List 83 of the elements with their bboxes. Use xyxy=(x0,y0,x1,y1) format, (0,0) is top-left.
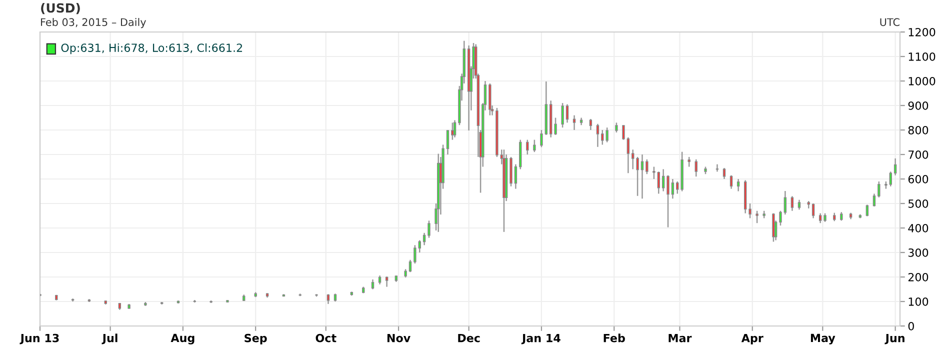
candlestick xyxy=(566,104,569,124)
candlestick xyxy=(748,202,752,219)
y-tick-label: 200 xyxy=(908,272,928,282)
x-tick-label: Jul xyxy=(102,334,118,344)
candlestick xyxy=(662,168,665,192)
candlestick xyxy=(408,259,412,273)
candlestick xyxy=(671,178,674,200)
x-tick-label: Oct xyxy=(316,334,336,342)
candlestick xyxy=(818,212,822,224)
candlestick xyxy=(652,166,656,180)
candlestick xyxy=(657,171,660,194)
x-tick-label: Aug xyxy=(170,334,194,344)
y-tick-label: 400 xyxy=(908,224,928,232)
y-tick-label: 300 xyxy=(908,248,928,257)
candlestick xyxy=(572,114,576,131)
candlestick xyxy=(722,167,726,180)
y-tick-label: 700 xyxy=(908,150,928,159)
candlestick xyxy=(540,129,543,148)
candlestick xyxy=(615,122,618,134)
candlestick xyxy=(451,122,454,140)
x-tick-label: Jun xyxy=(884,334,904,344)
x-tick-label: Jan 14 xyxy=(521,334,560,344)
y-tick-label: 600 xyxy=(908,174,928,184)
candlestick xyxy=(385,276,388,288)
x-tick-label: Apr xyxy=(741,334,764,344)
y-tick-label: 500 xyxy=(908,199,928,208)
y-tick-label: 800 xyxy=(908,126,928,134)
y-tick-label: 100 xyxy=(908,297,928,306)
annotation: Op:631, Hi:678, Lo:613, Cl:661.2 xyxy=(61,43,242,54)
candlestick xyxy=(422,232,426,246)
candlestick xyxy=(666,174,670,228)
candlestick xyxy=(626,136,630,174)
candlestick xyxy=(889,171,892,187)
candlestick xyxy=(418,240,421,254)
x-tick-label: Dec xyxy=(458,334,480,342)
candlestick xyxy=(716,164,719,172)
candlestick xyxy=(371,278,374,290)
text: UTC xyxy=(880,18,900,26)
candlestick xyxy=(632,148,634,170)
candlestick xyxy=(790,196,794,212)
candlestick xyxy=(428,220,430,238)
candlestick xyxy=(589,118,592,131)
candlestick xyxy=(798,199,801,210)
candlestick xyxy=(736,178,740,192)
x-tick-label: Mar xyxy=(668,334,692,342)
candlestick xyxy=(730,174,733,190)
candlestick xyxy=(872,193,876,208)
x-tick-label: Nov xyxy=(387,334,410,342)
y-tick-label: 1100 xyxy=(908,52,936,61)
candlestick xyxy=(636,156,639,197)
candlestick xyxy=(640,154,644,200)
candlestick xyxy=(414,244,416,264)
candlestick xyxy=(779,210,782,226)
x-tick-label: May xyxy=(810,334,836,344)
candlestick xyxy=(772,212,775,242)
candlestick xyxy=(326,294,330,305)
candlestick xyxy=(676,180,679,194)
candlestick xyxy=(812,202,815,219)
candlestick xyxy=(622,124,625,140)
y-tick-label: 1000 xyxy=(908,76,936,86)
candlestick xyxy=(554,117,557,136)
x-tick-label: Feb xyxy=(604,334,625,342)
candlestick xyxy=(514,164,518,190)
candlestick xyxy=(688,156,690,168)
x-tick-label: Sep xyxy=(244,334,267,344)
chart-subtitle: Feb 03, 2015 – Daily xyxy=(41,18,146,28)
candlestick xyxy=(784,190,787,216)
candlestick xyxy=(646,158,648,175)
y-tick-label: 0 xyxy=(908,322,914,330)
candlestick xyxy=(446,129,450,156)
candlestick xyxy=(878,180,880,198)
x-tick-label: Jun 13 xyxy=(20,334,59,344)
candlestick xyxy=(453,120,456,138)
candlestick xyxy=(756,210,758,224)
candlestick xyxy=(561,102,564,128)
candlestick xyxy=(533,139,536,153)
candlestick xyxy=(596,123,600,148)
chart-title: (USD) xyxy=(41,3,80,14)
y-tick-label: 900 xyxy=(908,101,928,110)
candlestick xyxy=(694,158,698,178)
candlestick xyxy=(526,139,529,156)
candlestick xyxy=(894,158,897,176)
y-tick-label: 1200 xyxy=(908,28,936,36)
